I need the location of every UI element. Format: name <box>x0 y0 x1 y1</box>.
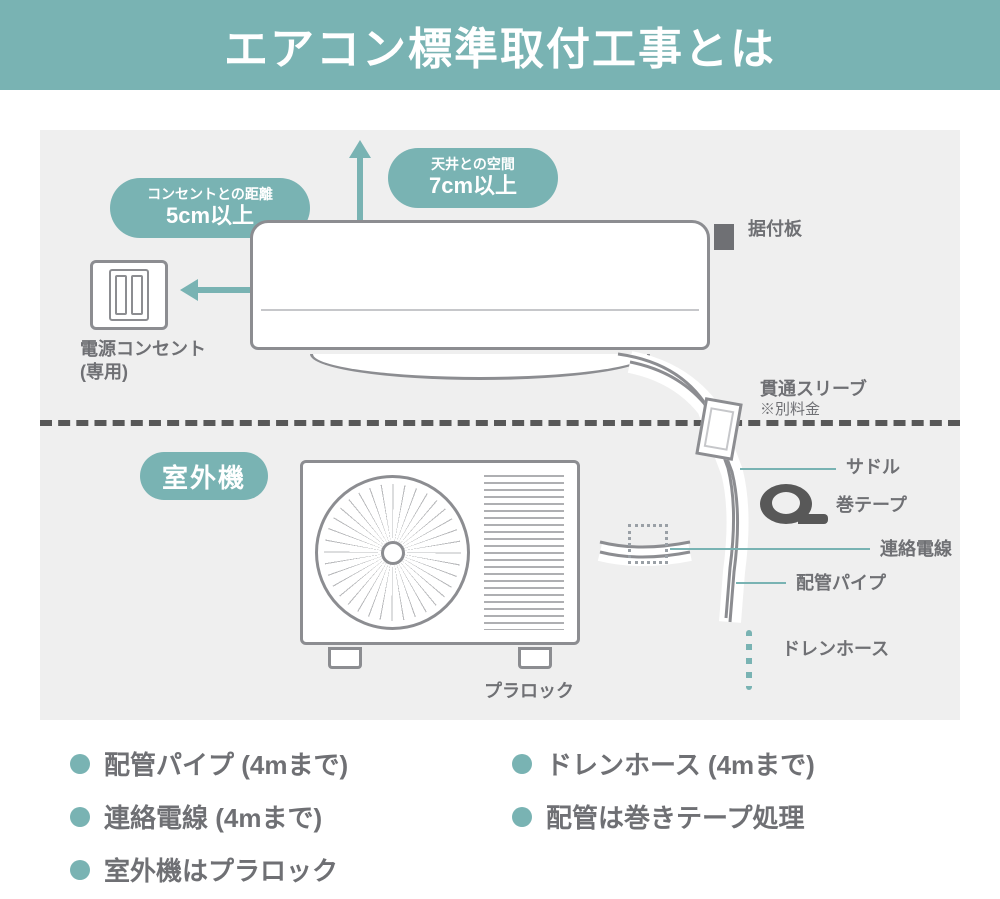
bullet-icon <box>512 754 532 774</box>
power-outlet-illustration <box>90 260 168 330</box>
ceiling-clearance-bubble: 天井との空間 7cm以上 <box>388 148 558 208</box>
tape-label: 巻テープ <box>836 494 907 517</box>
sleeve-label: 貫通スリーブ <box>760 378 867 401</box>
outlet-bubble-line2: 5cm以上 <box>166 203 254 229</box>
drain-hose-dots-icon <box>746 630 752 690</box>
pipe-label: 配管パイプ <box>796 572 886 595</box>
commwire-callout <box>670 548 870 550</box>
outlet-bubble-line1: コンセントとの距離 <box>147 186 273 203</box>
tape-roll-icon <box>760 480 824 528</box>
saddle-callout <box>740 468 836 470</box>
included-items-list: 配管パイプ (4mまで) ドレンホース (4mまで) 連絡電線 (4mまで) 配… <box>70 745 930 888</box>
header-title: エアコン標準取付工事とは <box>224 13 776 77</box>
bullet-icon <box>70 754 90 774</box>
ceiling-bubble-line2: 7cm以上 <box>429 173 517 199</box>
outdoor-unit-illustration <box>300 460 580 665</box>
mounting-bracket-illustration <box>714 224 734 250</box>
bullet-icon <box>70 807 90 827</box>
commwire-label: 連絡電線 <box>880 538 952 561</box>
sleeve-note: ※別料金 <box>760 400 820 420</box>
outdoor-unit-pill: 室外機 <box>140 452 268 500</box>
bracket-label: 据付板 <box>748 218 802 241</box>
indoor-outdoor-divider <box>40 420 960 426</box>
list-item: ドレンホース (4mまで) <box>512 745 930 782</box>
drain-label: ドレンホース <box>782 638 889 661</box>
list-item: 連絡電線 (4mまで) <box>70 798 488 835</box>
plalock-label: プラロック <box>484 680 574 703</box>
header-bar: エアコン標準取付工事とは <box>0 0 1000 90</box>
list-item: 室外機はプラロック <box>70 851 488 888</box>
ceiling-bubble-line1: 天井との空間 <box>431 156 515 173</box>
list-item: 配管パイプ (4mまで) <box>70 745 488 782</box>
junction-box-icon <box>628 524 668 564</box>
list-item: 配管は巻きテープ処理 <box>512 798 930 835</box>
bullet-icon <box>512 807 532 827</box>
pipe-callout <box>736 582 786 584</box>
saddle-label: サドル <box>846 456 900 479</box>
outlet-label: 電源コンセント (専用) <box>80 338 206 385</box>
bullet-icon <box>70 860 90 880</box>
